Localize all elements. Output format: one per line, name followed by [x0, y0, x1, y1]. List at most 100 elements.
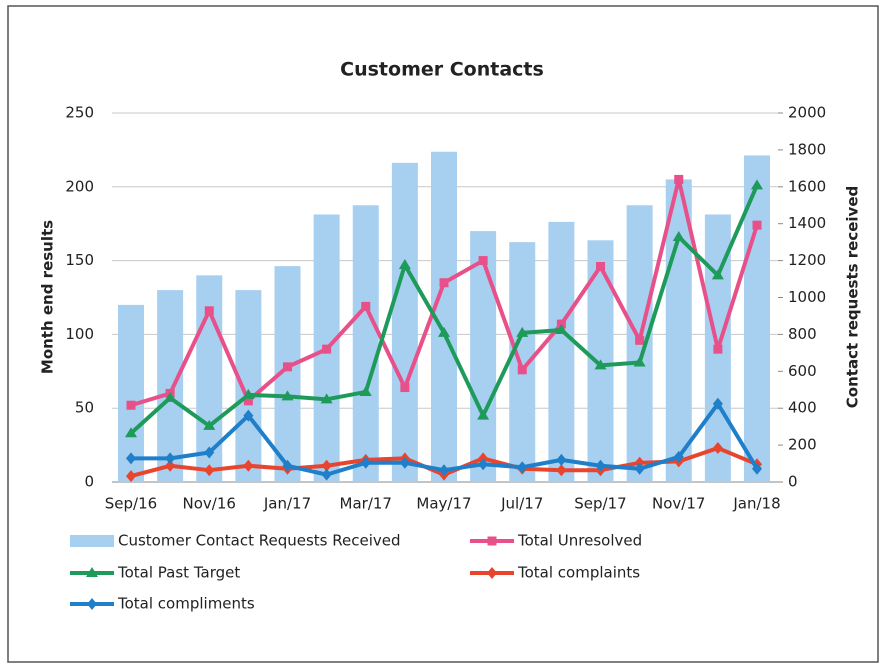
y-tick-label: 200: [65, 177, 94, 195]
legend-label: Customer Contact Requests Received: [118, 532, 401, 550]
y2-tick-label: 0: [788, 473, 798, 491]
marker: [516, 326, 529, 337]
y2-tick-label: 1800: [788, 140, 826, 158]
x-tick-label: Nov/16: [183, 495, 236, 513]
chart-title: Customer Contacts: [340, 59, 544, 81]
marker: [752, 220, 762, 230]
marker: [555, 323, 568, 334]
bar: [352, 205, 379, 482]
marker: [596, 262, 605, 272]
marker: [635, 335, 645, 345]
y2-tick-label: 1600: [788, 177, 826, 195]
marker: [165, 452, 176, 465]
x-tick-label: Sep/16: [105, 495, 157, 513]
marker: [243, 409, 254, 422]
x-tick-label: Mar/17: [340, 495, 392, 513]
marker: [674, 174, 684, 184]
bar: [157, 290, 184, 482]
marker: [126, 400, 136, 410]
marker: [86, 567, 98, 577]
marker: [673, 450, 684, 463]
marker: [487, 536, 497, 546]
x-tick-label: May/17: [416, 495, 471, 513]
y2-tick-label: 800: [788, 325, 817, 343]
y2-tick-label: 1400: [788, 214, 826, 232]
marker: [595, 459, 606, 472]
marker: [400, 383, 410, 393]
bar: [235, 290, 262, 482]
legend-label: Total complaints: [517, 564, 640, 582]
marker: [398, 259, 411, 270]
marker: [439, 464, 449, 477]
marker: [283, 362, 292, 372]
bar: [391, 162, 418, 482]
marker: [165, 459, 176, 472]
marker: [204, 464, 215, 477]
marker: [360, 456, 371, 469]
x-tick-label: Jul/17: [500, 495, 543, 513]
marker: [633, 356, 646, 367]
x-tick-label: Nov/17: [652, 495, 705, 513]
y2-tick-label: 200: [788, 436, 817, 454]
marker: [282, 459, 293, 472]
marker: [713, 344, 723, 354]
legend-swatch: [70, 535, 114, 547]
y-tick-label: 250: [65, 104, 94, 122]
marker: [439, 278, 449, 288]
marker: [517, 365, 527, 375]
y-axis-title: Month end results: [39, 220, 57, 374]
marker: [477, 409, 490, 420]
marker: [438, 326, 450, 337]
marker: [321, 459, 332, 472]
marker: [399, 456, 410, 469]
marker: [204, 306, 214, 316]
marker: [712, 442, 723, 455]
marker: [322, 344, 332, 354]
marker: [87, 598, 97, 610]
marker: [203, 419, 216, 430]
marker: [487, 567, 497, 579]
marker: [361, 301, 371, 311]
y2-tick-label: 1200: [788, 251, 826, 269]
marker: [125, 427, 137, 438]
y-tick-label: 0: [84, 473, 94, 491]
y2-tick-label: 400: [788, 399, 817, 417]
marker: [556, 464, 567, 477]
y-tick-label: 50: [75, 399, 94, 417]
marker: [478, 458, 489, 471]
x-tick-label: Sep/17: [574, 495, 626, 513]
marker: [712, 397, 723, 410]
y2-tick-label: 1000: [788, 288, 826, 306]
marker: [281, 390, 294, 401]
marker: [320, 393, 333, 404]
marker: [594, 359, 607, 370]
marker: [634, 462, 645, 475]
legend-label: Total Unresolved: [517, 532, 642, 550]
y2-axis-title: Contact requests received: [844, 186, 862, 408]
bar: [665, 179, 692, 483]
marker: [204, 446, 215, 459]
bar: [470, 231, 497, 482]
marker: [517, 461, 528, 474]
marker: [752, 462, 762, 475]
marker: [164, 391, 177, 402]
x-tick-label: Jan/18: [732, 495, 780, 513]
marker: [321, 468, 332, 481]
y2-tick-label: 2000: [788, 104, 826, 122]
legend-label: Total Past Target: [117, 564, 240, 582]
x-tick-label: Jan/17: [263, 495, 311, 513]
marker: [672, 230, 685, 241]
marker: [359, 385, 372, 396]
legend-label: Total compliments: [117, 595, 255, 613]
marker: [126, 470, 136, 483]
marker: [478, 256, 488, 266]
marker: [242, 388, 255, 399]
marker: [243, 396, 253, 406]
marker: [243, 459, 254, 472]
y-tick-label: 100: [65, 325, 94, 343]
marker: [556, 453, 567, 466]
marker: [126, 452, 136, 465]
y2-tick-label: 600: [788, 362, 817, 380]
marker: [751, 179, 763, 190]
